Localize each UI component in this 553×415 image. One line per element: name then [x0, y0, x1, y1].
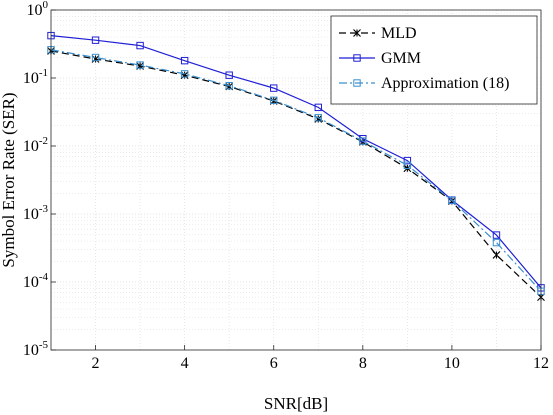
- series-line: [50, 49, 542, 292]
- data-point-square-marker: [353, 79, 361, 87]
- data-point-asterisk-marker: [91, 55, 100, 63]
- x-tick-label: 10: [444, 355, 460, 372]
- x-tick-label: 8: [359, 355, 367, 372]
- data-point-square-marker: [136, 41, 144, 50]
- plot-frame: [50, 9, 542, 351]
- y-tick-label: 100: [27, 0, 49, 19]
- data-point-square-marker: [314, 114, 322, 122]
- data-point-square-marker: [403, 161, 412, 170]
- data-point-square-marker: [136, 61, 144, 69]
- y-tick-label: 10-3: [23, 203, 49, 223]
- data-point-square-marker: [180, 56, 189, 65]
- legend-label: Approximation (18): [381, 75, 509, 92]
- series-line: [50, 50, 542, 298]
- legend: MLD GMM Approximation (18): [330, 15, 538, 105]
- data-point-square-marker: [492, 231, 501, 239]
- legend-item: Approximation (18): [339, 75, 509, 92]
- y-axis-title: Symbol Error Rate (SER): [0, 92, 18, 267]
- x-tick-label: 12: [533, 355, 549, 372]
- x-axis-title: SNR[dB]: [264, 394, 328, 413]
- axis-ticks: 2 4 6 8 10 12 100 10-1 10-2 10-3 10-4 10-5: [23, 0, 549, 372]
- y-tick-label: 10-5: [23, 339, 49, 359]
- y-tick-label: 10-4: [23, 271, 49, 291]
- data-point-square-marker: [403, 156, 412, 165]
- data-point-square-marker: [314, 103, 322, 112]
- data-point-asterisk-marker: [353, 29, 361, 37]
- y-tick-label: 10-1: [23, 67, 48, 87]
- y-tick-label: 10-2: [23, 135, 48, 155]
- x-tick-label: 2: [92, 355, 100, 372]
- data-point-square-marker: [180, 70, 189, 78]
- data-point-square-marker: [359, 137, 367, 145]
- legend-label: GMM: [381, 50, 421, 67]
- legend-label: MLD: [381, 25, 417, 42]
- legend-item: MLD: [339, 25, 417, 42]
- data-point-square-marker: [492, 238, 501, 247]
- data-point-square-marker: [270, 96, 278, 104]
- data-point-square-marker: [91, 36, 100, 44]
- data-point-square-marker: [270, 84, 278, 92]
- data-point-square-marker: [225, 82, 233, 90]
- data-point-square-marker: [448, 196, 456, 205]
- x-tick-label: 6: [270, 355, 278, 372]
- x-tick-label: 4: [181, 355, 189, 372]
- series-line: [50, 35, 542, 289]
- legend-box: [330, 15, 538, 105]
- data-point-square-marker: [225, 71, 233, 79]
- data-point-square-marker: [353, 54, 361, 62]
- data-point-square-marker: [91, 53, 100, 62]
- legend-item: GMM: [339, 50, 421, 67]
- data-point-asterisk-marker: [492, 251, 501, 259]
